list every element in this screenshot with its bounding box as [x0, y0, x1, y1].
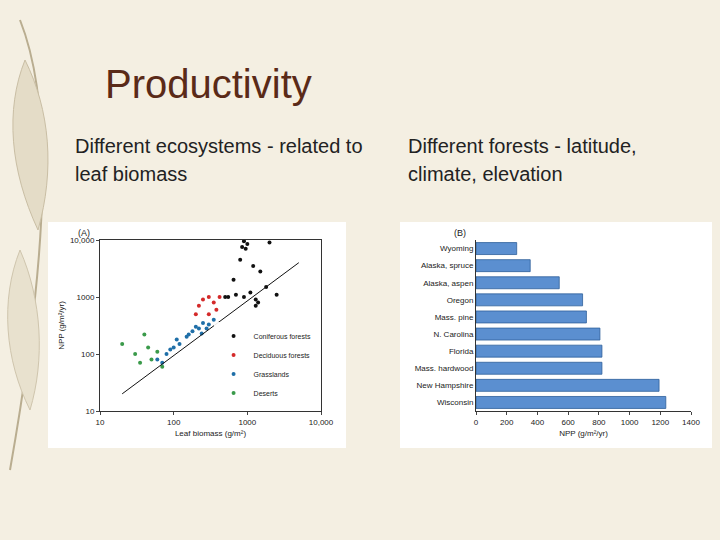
svg-text:Leaf biomass (g/m²): Leaf biomass (g/m²) [175, 429, 246, 438]
svg-text:1200: 1200 [651, 418, 669, 427]
svg-text:NPP (g/m²/yr): NPP (g/m²/yr) [559, 429, 608, 438]
svg-text:Mass. pine: Mass. pine [435, 313, 474, 322]
svg-text:N. Carolina: N. Carolina [433, 330, 474, 339]
svg-text:Wisconsin: Wisconsin [437, 398, 473, 407]
svg-text:600: 600 [561, 418, 575, 427]
svg-text:0: 0 [474, 418, 479, 427]
svg-text:Coniferous forests: Coniferous forests [254, 333, 311, 340]
svg-text:Wyoming: Wyoming [440, 244, 473, 253]
svg-text:Deserts: Deserts [254, 390, 279, 397]
svg-text:Oregon: Oregon [447, 296, 474, 305]
svg-text:Alaska, spruce: Alaska, spruce [421, 261, 474, 270]
svg-text:10: 10 [96, 418, 105, 427]
svg-text:New Hampshire: New Hampshire [416, 381, 473, 390]
svg-text:1400: 1400 [682, 418, 700, 427]
svg-text:1000: 1000 [77, 293, 95, 302]
svg-text:10,000: 10,000 [70, 236, 95, 245]
html-text:Different forests - latitude,: Different forests - latitude, climate, e… [408, 135, 637, 185]
html-text:Different ecosystems - related: Different ecosystems - related to leaf b… [75, 135, 363, 185]
svg-text:100: 100 [167, 418, 181, 427]
svg-text:200: 200 [500, 418, 514, 427]
svg-text:Mass. hardwood: Mass. hardwood [415, 364, 474, 373]
svg-text:1000: 1000 [238, 418, 256, 427]
html-text:Productivity: Productivity [105, 62, 312, 106]
svg-text:800: 800 [592, 418, 606, 427]
svg-text:10,000: 10,000 [309, 418, 334, 427]
svg-text:(B): (B) [454, 228, 466, 238]
svg-text:Alaska, aspen: Alaska, aspen [423, 279, 473, 288]
svg-text:Florida: Florida [449, 347, 474, 356]
svg-text:Deciduous forests: Deciduous forests [254, 352, 311, 359]
svg-text:1000: 1000 [621, 418, 639, 427]
svg-text:(A): (A) [78, 228, 90, 238]
svg-text:10: 10 [85, 407, 94, 416]
svg-text:400: 400 [531, 418, 545, 427]
svg-text:NPP (g/m²/yr): NPP (g/m²/yr) [57, 301, 66, 350]
svg-text:100: 100 [81, 350, 95, 359]
svg-text:Grasslands: Grasslands [254, 371, 290, 378]
